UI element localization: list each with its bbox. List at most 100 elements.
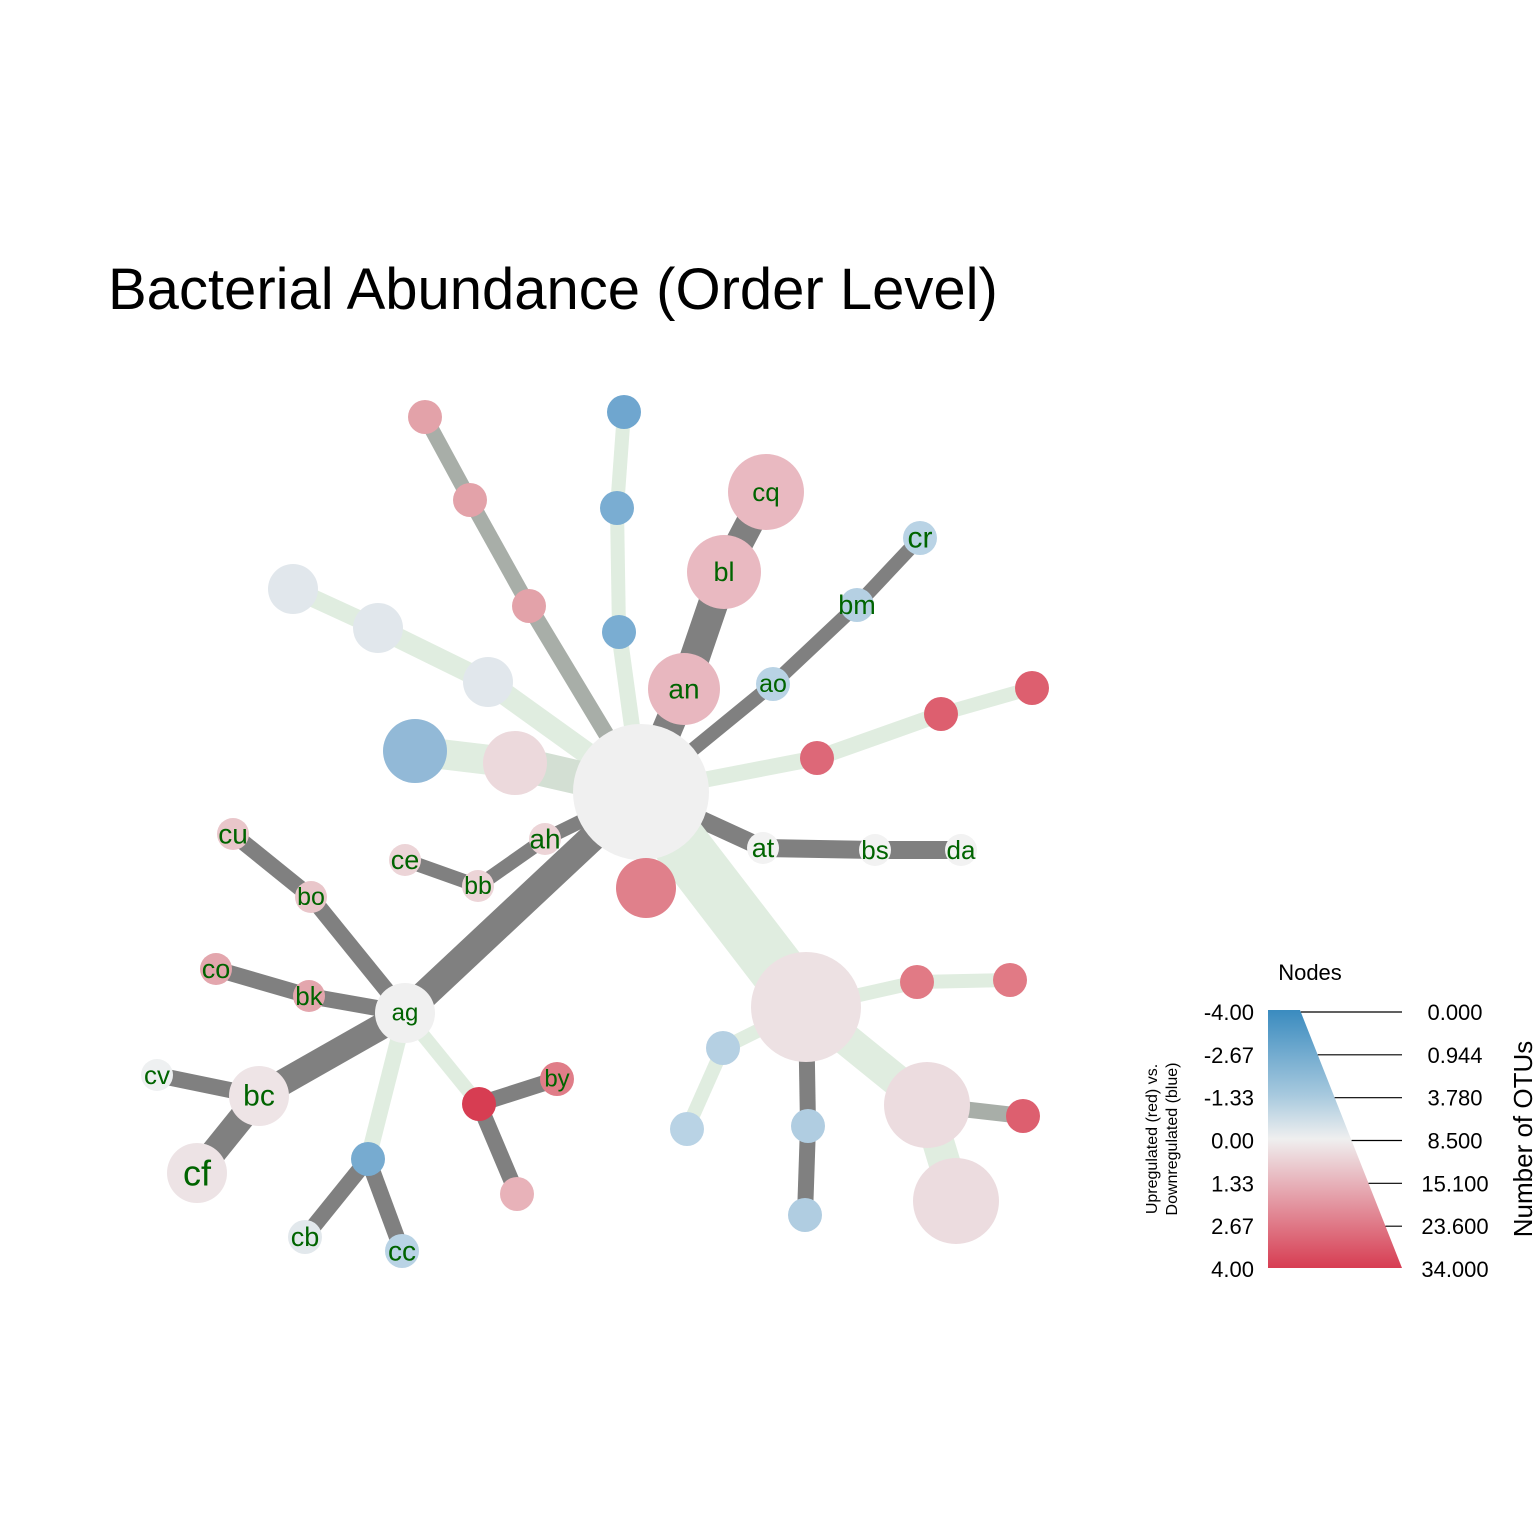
node-pk1 [483, 731, 547, 795]
node-label-ah: ah [529, 824, 560, 855]
node-lb1 [706, 1031, 740, 1065]
legend-color-tick: -1.33 [1204, 1086, 1254, 1111]
legend-color-label-line2: Downregulated (blue) [1164, 1063, 1181, 1216]
node-bl1 [383, 719, 447, 783]
node-pk2 [500, 1177, 534, 1211]
node-label-bc: bc [243, 1080, 275, 1113]
edge-bk-co [213, 961, 312, 1004]
node-n5 [600, 491, 634, 525]
legend-color-tick: -4.00 [1204, 1000, 1254, 1025]
node-r1 [1015, 671, 1049, 705]
node-pk4 [913, 1158, 999, 1244]
node-g1 [268, 564, 318, 614]
node-label-cf: cf [183, 1153, 212, 1194]
edge-at-bs [762, 839, 876, 859]
legend-color-label-line1: Upregulated (red) vs. [1144, 1064, 1161, 1214]
edge-n6-n5 [610, 507, 626, 633]
node-bo [295, 881, 327, 913]
node-big [751, 952, 861, 1062]
node-co [200, 953, 232, 985]
node-bk [293, 980, 325, 1012]
node-label-da: da [947, 835, 976, 865]
node-cv [141, 1059, 173, 1091]
node-ah [529, 823, 561, 855]
node-label-bs: bs [861, 835, 888, 865]
node-bc [229, 1066, 289, 1126]
node-label-ag: ag [392, 1000, 419, 1027]
node-n3 [512, 589, 546, 623]
node-ao [756, 667, 790, 701]
node-rd2 [462, 1087, 496, 1121]
node-label-cq: cq [752, 477, 779, 507]
node-label-bk: bk [295, 981, 323, 1011]
node-label-by: by [544, 1066, 569, 1093]
node-ag [375, 983, 435, 1043]
legend-color-tick: 2.67 [1211, 1214, 1254, 1239]
node-n6 [602, 615, 636, 649]
node-cc [385, 1234, 419, 1268]
node-bb [462, 870, 494, 902]
node-lb4 [788, 1198, 822, 1232]
legend-size-tick: 23.600 [1421, 1214, 1488, 1239]
node-da [945, 834, 977, 866]
tree-nodes [141, 395, 1049, 1268]
legend-size-tick: 0.944 [1427, 1043, 1482, 1068]
node-lb3 [791, 1109, 825, 1143]
node-an [648, 653, 720, 725]
legend-size-ticks: 0.000 0.944 3.780 8.500 15.100 23.600 34.000 [1421, 1000, 1488, 1282]
node-r3 [800, 741, 834, 775]
node-label-cv: cv [144, 1060, 170, 1090]
node-bm [840, 588, 874, 622]
node-label-bl: bl [713, 557, 734, 587]
node-r2 [924, 697, 958, 731]
legend-size-tick: 0.000 [1427, 1000, 1482, 1025]
edge-n3-n2 [463, 496, 536, 610]
node-n4 [607, 395, 641, 429]
edge-r3-r2 [814, 706, 944, 766]
edge-ao-bm [768, 599, 862, 690]
node-n1 [408, 400, 442, 434]
legend-size-lines [1300, 1011, 1402, 1227]
legend-color-tick: 4.00 [1211, 1257, 1254, 1282]
legend-size-tick: 34.000 [1421, 1257, 1488, 1282]
node-bl [687, 535, 761, 609]
node-bs [859, 834, 891, 866]
node-cb [288, 1220, 322, 1254]
legend-size-tick: 8.500 [1427, 1129, 1482, 1154]
node-label-ao: ao [759, 670, 787, 698]
node-label-cc: cc [388, 1236, 416, 1267]
node-label-at: at [752, 833, 775, 863]
node-label-cu: cu [218, 819, 248, 850]
node-label-bb: bb [464, 872, 492, 900]
node-label-bm: bm [838, 590, 876, 620]
chart-title: Bacterial Abundance (Order Level) [108, 257, 998, 322]
node-rd1 [616, 858, 676, 918]
legend-color-tick: -2.67 [1204, 1043, 1254, 1068]
node-labels: cq bl an ao bm cr at bs da ah bb ce cu bo co bk ag cv bc cf… [144, 477, 976, 1267]
node-ce [389, 844, 421, 876]
node-cq [728, 454, 804, 530]
node-cf [167, 1143, 227, 1203]
node-label-bo: bo [297, 883, 325, 911]
legend-size-tick: 3.780 [1427, 1086, 1482, 1111]
legend-gradient-wedge [1268, 1010, 1402, 1268]
node-by [540, 1062, 574, 1096]
node-cr [903, 521, 937, 555]
node-lb2 [670, 1112, 704, 1146]
legend-size-tick: 15.100 [1421, 1171, 1488, 1196]
node-label-cb: cb [291, 1222, 320, 1252]
node-cu [217, 818, 249, 850]
legend-color-tick: 0.00 [1211, 1129, 1254, 1154]
legend-title: Nodes [1278, 960, 1342, 985]
node-rd3 [1006, 1099, 1040, 1133]
legend-color-ticks: -4.00 -2.67 -1.33 0.00 1.33 2.67 4.00 [1204, 1000, 1254, 1282]
node-bu1 [351, 1142, 385, 1176]
node-pk3 [884, 1062, 970, 1148]
node-label-an: an [668, 674, 699, 705]
node-label-cr: cr [908, 522, 933, 555]
legend-size-label: Number of OTUs [1508, 1041, 1536, 1238]
node-label-co: co [202, 954, 231, 984]
node-at [747, 832, 779, 864]
node-root [573, 724, 709, 860]
